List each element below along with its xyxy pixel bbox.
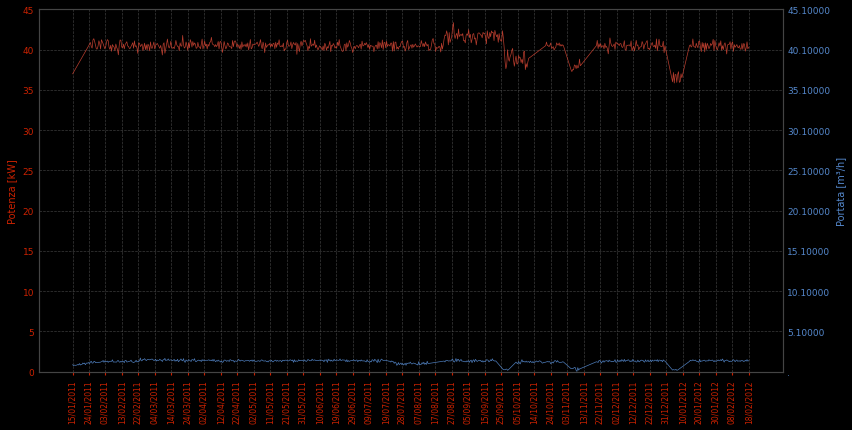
Y-axis label: Portata [m³/h]: Portata [m³/h]: [835, 157, 845, 225]
Y-axis label: Potenza [kW]: Potenza [kW]: [7, 159, 17, 223]
